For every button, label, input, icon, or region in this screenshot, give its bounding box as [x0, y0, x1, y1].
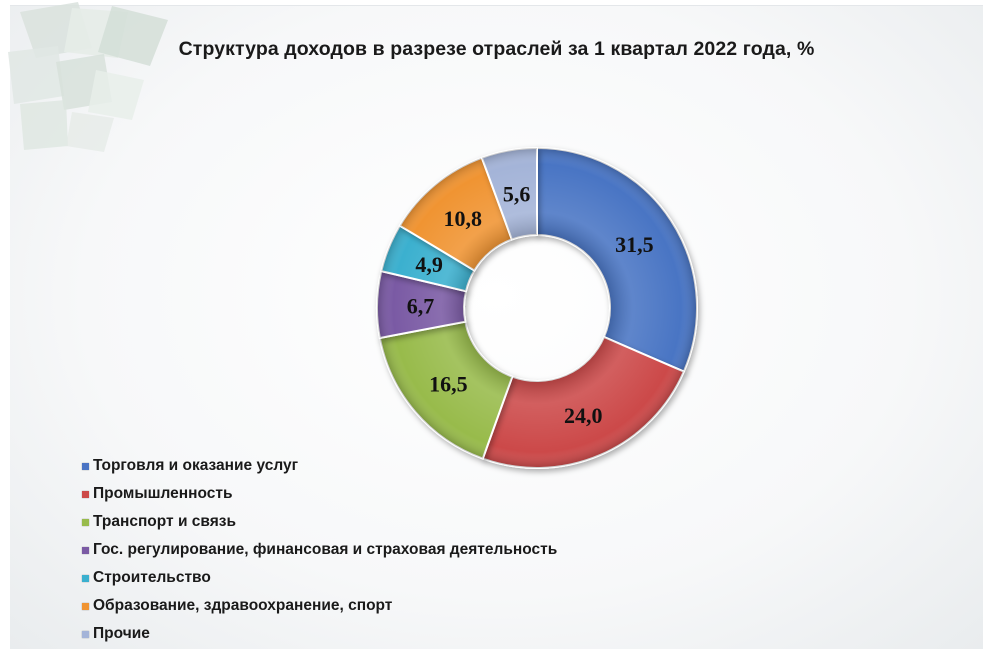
- donut-slice-4: 6,7: [376, 269, 468, 340]
- slice-shading: [399, 157, 512, 271]
- legend-label: Строительство: [93, 569, 211, 586]
- data-label: 6,7: [407, 293, 435, 318]
- legend-label: Гос. регулирование, финансовая и страхов…: [93, 541, 558, 558]
- donut-slice-1: 31,5: [536, 146, 698, 373]
- slice-shading: [482, 336, 684, 468]
- legend-swatch: [82, 518, 89, 526]
- legend-swatch: [82, 462, 89, 470]
- donut-slice-2: 24,0: [481, 335, 686, 469]
- slice-shading: [377, 271, 466, 338]
- legend-item: Транспорт и связь: [82, 508, 557, 536]
- legend-label: Промышленность: [93, 485, 233, 502]
- slice-shading: [481, 148, 537, 240]
- legend-item: Промышленность: [82, 480, 557, 508]
- donut-slice-7: 5,6: [480, 146, 538, 241]
- data-label: 5,6: [503, 181, 531, 206]
- data-label: 16,5: [429, 372, 468, 397]
- legend-swatch: [82, 602, 89, 610]
- legend-swatch: [82, 574, 89, 582]
- slice-shading: [537, 148, 697, 372]
- legend-label: Торговля и оказание услуг: [93, 457, 299, 474]
- legend-label: Транспорт и связь: [93, 513, 236, 530]
- slice-shading: [381, 225, 475, 292]
- slide-background: [10, 5, 983, 649]
- data-label: 4,9: [415, 252, 443, 277]
- decorative-paper-sheets: [8, 2, 168, 152]
- data-label: 31,5: [615, 232, 654, 257]
- data-label: 24,0: [564, 403, 603, 428]
- legend-swatch: [82, 490, 89, 498]
- legend-item: Образование, здравоохранение, спорт: [82, 592, 557, 620]
- legend-item: Прочие: [82, 620, 557, 648]
- chart-legend: Торговля и оказание услуг Промышленность Т…: [82, 452, 557, 648]
- legend-swatch: [82, 546, 89, 554]
- legend-swatch: [82, 630, 89, 638]
- donut-slice-6: 10,8: [398, 156, 514, 272]
- legend-label: Прочие: [93, 625, 150, 642]
- slice-shading: [379, 321, 513, 459]
- legend-item: Строительство: [82, 564, 557, 592]
- chart-title: Структура доходов в разрезе отраслей за …: [178, 38, 815, 60]
- donut-slice-3: 16,5: [378, 320, 514, 460]
- legend-item: Гос. регулирование, финансовая и страхов…: [82, 536, 557, 564]
- legend-item: Торговля и оказание услуг: [82, 452, 557, 480]
- data-label: 10,8: [443, 206, 482, 231]
- legend-label: Образование, здравоохранение, спорт: [93, 597, 393, 614]
